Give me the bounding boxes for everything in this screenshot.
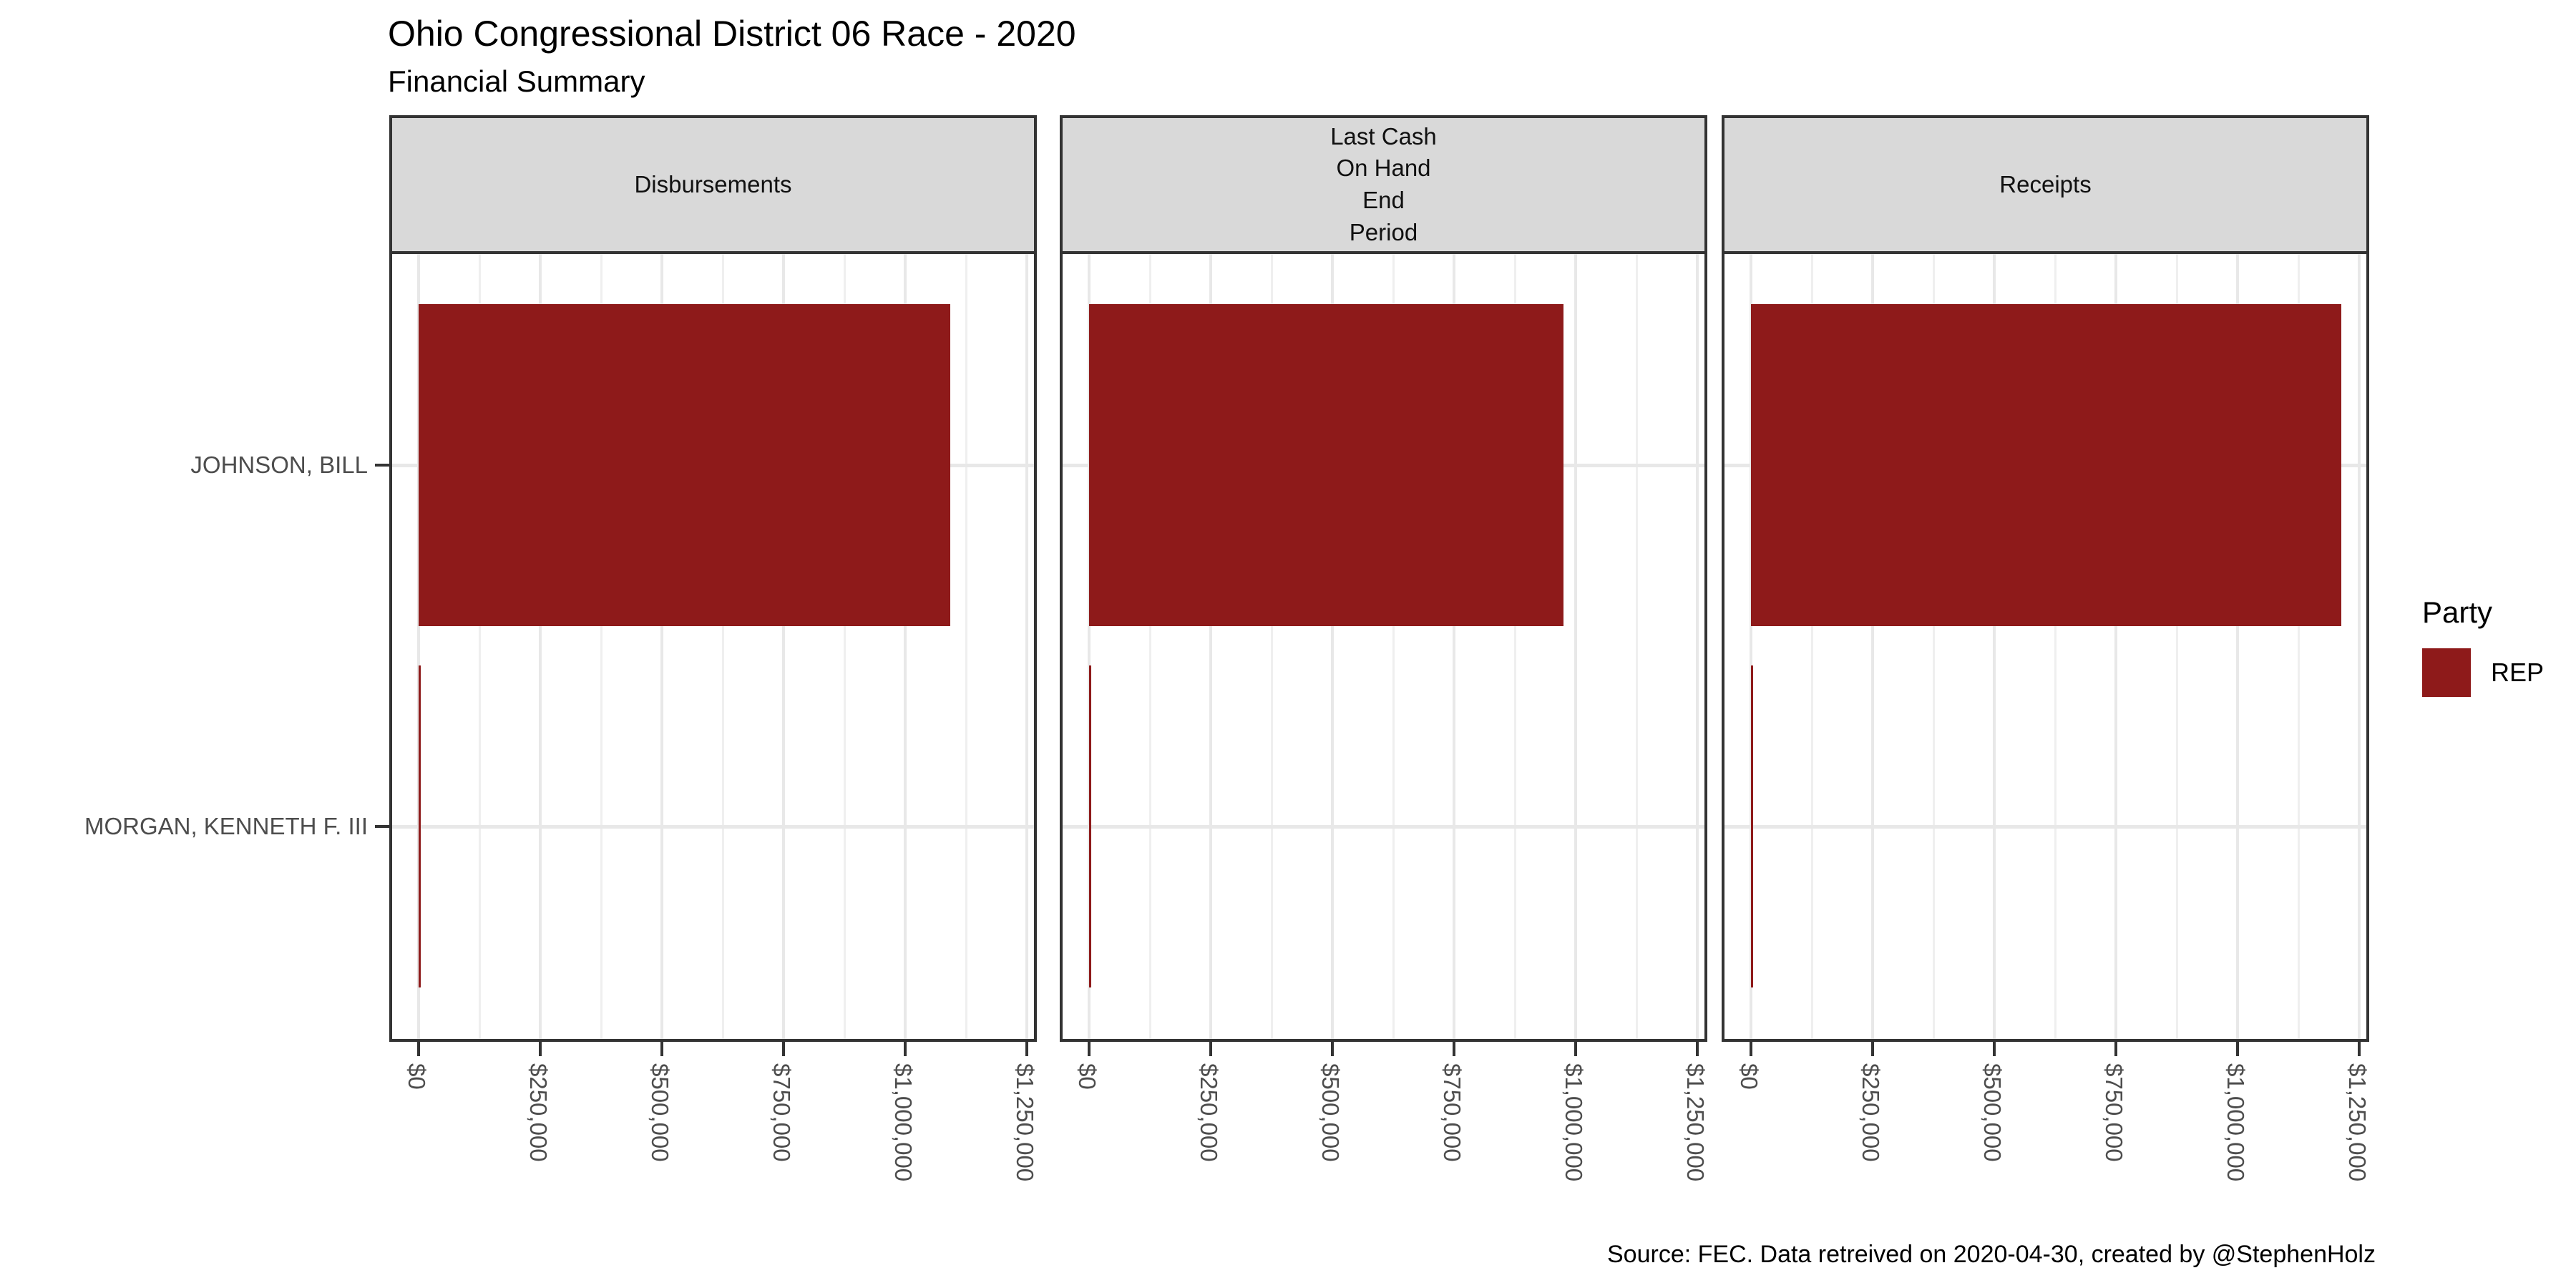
gridline-major — [2236, 254, 2239, 1039]
x-axis-tick — [2114, 1042, 2117, 1056]
x-axis-tick-label: $750,000 — [1439, 1063, 1465, 1162]
gridline-major — [1993, 254, 1996, 1039]
gridline-major — [1453, 254, 1455, 1039]
y-axis-tick — [375, 825, 389, 828]
legend: Party REP — [2422, 595, 2544, 697]
chart-subtitle: Financial Summary — [388, 64, 645, 98]
x-axis-tick-label: $750,000 — [769, 1063, 795, 1162]
x-axis-tick-label: $1,250,000 — [1682, 1063, 1709, 1182]
x-axis-tick — [1750, 1042, 1752, 1056]
x-axis-tick-label: $500,000 — [1317, 1063, 1344, 1162]
gridline-minor — [2297, 254, 2300, 1039]
gridline-major — [1025, 254, 1028, 1039]
x-axis-tick-label: $250,000 — [1858, 1063, 1884, 1162]
gridline-major — [1088, 254, 1091, 1039]
gridline-minor — [600, 254, 602, 1039]
legend-entry-label: REP — [2491, 658, 2545, 687]
x-axis-tick — [1574, 1042, 1577, 1056]
gridline-major — [1696, 254, 1699, 1039]
gridline-major — [1750, 254, 1752, 1039]
x-axis-tick — [1696, 1042, 1699, 1056]
x-axis-tick — [1331, 1042, 1334, 1056]
x-axis-tick — [660, 1042, 663, 1056]
x-axis-tick-label: $1,000,000 — [2223, 1063, 2249, 1182]
x-axis-tick — [782, 1042, 785, 1056]
chart-title: Ohio Congressional District 06 Race - 20… — [388, 14, 1076, 54]
x-axis-tick-label: $500,000 — [647, 1063, 673, 1162]
x-axis-tick-label: $250,000 — [1196, 1063, 1222, 1162]
x-axis-tick — [1993, 1042, 1996, 1056]
facet-panel-0 — [389, 251, 1037, 1042]
gridline-minor — [1392, 254, 1395, 1039]
gridline-horizontal — [1724, 824, 2366, 829]
gridline-major — [539, 254, 542, 1039]
bar-morgan-kenneth-f-iii-0 — [419, 665, 421, 987]
x-axis-tick-label: $1,000,000 — [890, 1063, 917, 1182]
gridline-major — [782, 254, 785, 1039]
facet-panel-2 — [1722, 251, 2369, 1042]
gridline-major — [2114, 254, 2117, 1039]
y-axis-label: MORGAN, KENNETH F. III — [84, 813, 368, 839]
x-axis-tick — [1025, 1042, 1028, 1056]
x-axis-tick — [1088, 1042, 1091, 1056]
gridline-major — [1209, 254, 1212, 1039]
x-axis-tick — [1453, 1042, 1455, 1056]
source-caption: Source: FEC. Data retreived on 2020-04-3… — [1607, 1241, 2376, 1268]
y-axis-tick — [375, 464, 389, 467]
gridline-major — [660, 254, 663, 1039]
facet-strip-receipts: Receipts — [1722, 115, 2369, 251]
x-axis-tick — [539, 1042, 542, 1056]
gridline-major — [1331, 254, 1334, 1039]
x-axis-tick — [1871, 1042, 1874, 1056]
x-axis-tick — [1209, 1042, 1212, 1056]
facet-strip-disbursements: Disbursements — [389, 115, 1037, 251]
gridline-minor — [1148, 254, 1151, 1039]
x-axis-tick — [2236, 1042, 2239, 1056]
facet-strip-last-cash: Last Cash On Hand End Period — [1060, 115, 1707, 251]
gridline-minor — [965, 254, 967, 1039]
y-axis-label: JOHNSON, BILL — [190, 452, 368, 478]
gridline-minor — [1810, 254, 1813, 1039]
bar-johnson-bill-2 — [1751, 304, 2341, 626]
x-axis-tick — [2358, 1042, 2361, 1056]
x-axis-tick — [904, 1042, 907, 1056]
bar-johnson-bill-0 — [419, 304, 950, 626]
x-axis-tick-label: $500,000 — [1979, 1063, 2006, 1162]
x-axis-tick-label: $750,000 — [2101, 1063, 2127, 1162]
gridline-major — [2358, 254, 2361, 1039]
gridline-horizontal — [392, 824, 1034, 829]
x-axis-tick-label: $1,000,000 — [1561, 1063, 1587, 1182]
gridline-major — [1574, 254, 1577, 1039]
bar-johnson-bill-1 — [1089, 304, 1563, 626]
gridline-minor — [1932, 254, 1935, 1039]
gridline-minor — [721, 254, 724, 1039]
gridline-major — [417, 254, 420, 1039]
gridline-minor — [1635, 254, 1638, 1039]
gridline-minor — [843, 254, 846, 1039]
legend-entry-rep: REP — [2422, 648, 2544, 697]
x-axis-tick-label: $1,250,000 — [2344, 1063, 2371, 1182]
gridline-minor — [2054, 254, 2057, 1039]
x-axis-tick-label: $0 — [1736, 1063, 1762, 1090]
x-axis-tick-label: $1,250,000 — [1012, 1063, 1038, 1182]
bar-morgan-kenneth-f-iii-1 — [1089, 665, 1091, 987]
legend-title: Party — [2422, 595, 2493, 629]
x-axis-tick-label: $0 — [404, 1063, 430, 1090]
gridline-minor — [1513, 254, 1516, 1039]
bar-morgan-kenneth-f-iii-2 — [1751, 665, 1753, 987]
gridline-horizontal — [1063, 824, 1704, 829]
gridline-minor — [2175, 254, 2178, 1039]
gridline-major — [1871, 254, 1874, 1039]
x-axis-tick-label: $250,000 — [525, 1063, 552, 1162]
x-axis-tick — [417, 1042, 420, 1056]
facet-panel-1 — [1060, 251, 1707, 1042]
gridline-minor — [1270, 254, 1273, 1039]
x-axis-tick-label: $0 — [1074, 1063, 1101, 1090]
gridline-major — [904, 254, 907, 1039]
gridline-minor — [478, 254, 481, 1039]
legend-key-swatch — [2422, 648, 2471, 697]
